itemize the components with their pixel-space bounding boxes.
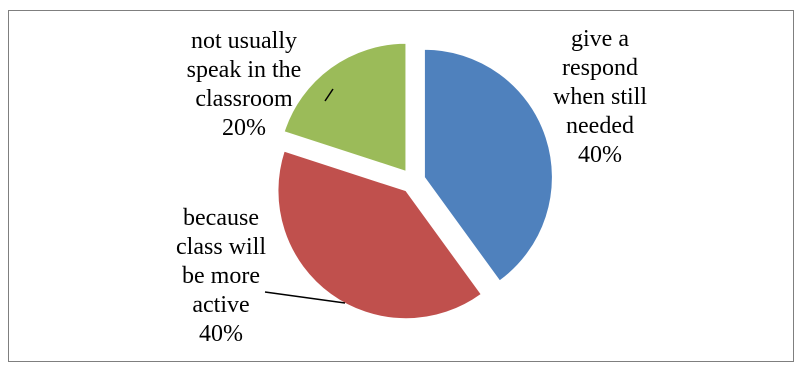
slice-category-label-2: not usually xyxy=(191,28,297,54)
slice-category-label-2: speak in the xyxy=(187,57,302,83)
slice-category-label-1: because xyxy=(183,205,259,231)
slice-category-label-0: when still xyxy=(553,84,647,110)
pie-chart: give a respond when still needed 40% because c… xyxy=(176,26,647,347)
slice-category-label-0: respond xyxy=(562,55,638,81)
pie-slice-2 xyxy=(283,42,407,172)
leader-line-1 xyxy=(264,291,346,304)
slice-category-label-1: active xyxy=(192,292,249,318)
slice-category-label-0: needed xyxy=(566,113,634,139)
slice-category-label-1: be more xyxy=(182,263,260,289)
leader-line-2 xyxy=(324,88,334,102)
chart-frame: give a respond when still needed 40% because c… xyxy=(8,10,794,362)
pie-slice-0 xyxy=(423,48,553,282)
slice-value-label-1: 40% xyxy=(199,321,243,347)
slice-value-label-2: 20% xyxy=(222,115,266,141)
pie-slice-1 xyxy=(277,150,482,320)
slice-value-label-0: 40% xyxy=(578,142,622,168)
slice-category-label-2: classroom xyxy=(195,86,293,112)
slice-category-label-1: class will xyxy=(176,234,266,260)
slice-category-label-0: give a xyxy=(571,26,629,52)
